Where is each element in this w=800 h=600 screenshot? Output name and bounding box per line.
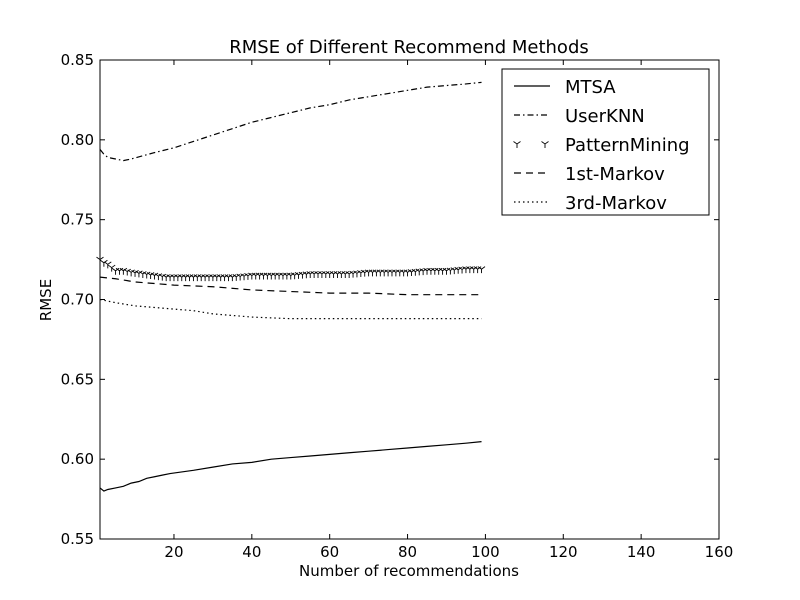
legend-label-1st-markov: 1st-Markov — [565, 164, 665, 185]
legend-marker-patternmining — [541, 141, 549, 148]
series-3rd-markov — [99, 298, 482, 320]
data-point-patternmining — [150, 272, 159, 280]
y-tick-label: 0.80 — [61, 131, 94, 149]
data-point-patternmining — [477, 266, 486, 274]
data-point-patternmining — [142, 271, 151, 279]
data-point-patternmining — [146, 272, 155, 280]
legend-label-3rd-markov: 3rd-Markov — [565, 193, 667, 214]
y-tick-label: 0.55 — [61, 530, 94, 548]
data-point-patternmining — [310, 271, 318, 278]
series-userknn — [99, 81, 482, 162]
series-patternmining — [96, 256, 486, 282]
y-tick-label: 0.60 — [61, 450, 94, 468]
data-point-patternmining — [123, 268, 132, 276]
series-mtsa — [99, 441, 482, 492]
data-point-patternmining — [135, 270, 143, 278]
data-point-patternmining — [119, 267, 128, 275]
series-1st-markov — [99, 276, 482, 296]
data-point-patternmining — [154, 273, 163, 281]
plot-area — [96, 81, 486, 492]
legend-box — [501, 68, 710, 216]
legend-marker-patternmining — [513, 141, 521, 148]
x-tick-label: 160 — [705, 543, 734, 561]
series-line-3rd-markov — [99, 298, 482, 320]
y-tick-label: 0.85 — [61, 51, 94, 69]
data-point-patternmining — [322, 271, 330, 278]
data-point-patternmining — [466, 266, 474, 274]
x-tick-label: 60 — [320, 543, 339, 561]
series-line-mtsa — [99, 441, 482, 492]
chart-title: RMSE of Different Recommend Methods — [229, 37, 589, 58]
data-point-patternmining — [127, 269, 135, 277]
series-line-1st-markov — [99, 276, 482, 296]
data-point-patternmining — [158, 273, 167, 281]
data-point-patternmining — [318, 271, 326, 278]
y-axis-label: RMSE — [37, 279, 55, 321]
legend-label-userknn: UserKNN — [565, 106, 645, 127]
data-point-patternmining — [462, 266, 470, 274]
legend: MTSA UserKNN PatternMining 1st-Markov 3rd-Ma… — [501, 68, 710, 216]
data-point-patternmining — [104, 261, 112, 269]
data-point-patternmining — [107, 264, 116, 272]
axis-ticks: 20 40 60 80 100 120 140 160 0.55 0.60 0.65 0.70 0.75… — [61, 51, 734, 561]
y-tick-label: 0.70 — [61, 291, 94, 309]
y-tick-label: 0.75 — [61, 211, 94, 229]
data-point-patternmining — [314, 271, 322, 278]
data-point-patternmining — [100, 259, 108, 267]
data-point-patternmining — [139, 271, 147, 278]
data-point-patternmining — [131, 270, 139, 277]
x-tick-label: 80 — [398, 543, 417, 561]
x-tick-label: 20 — [164, 543, 183, 561]
x-tick-label: 100 — [471, 543, 500, 561]
legend-label-patternmining: PatternMining — [565, 135, 690, 156]
x-tick-label: 140 — [627, 543, 656, 561]
x-tick-label: 120 — [549, 543, 578, 561]
series-line-userknn — [99, 81, 482, 162]
x-tick-label: 40 — [242, 543, 261, 561]
y-tick-label: 0.65 — [61, 370, 94, 388]
legend-label-mtsa: MTSA — [565, 77, 616, 98]
x-axis-label: Number of recommendations — [299, 562, 519, 580]
